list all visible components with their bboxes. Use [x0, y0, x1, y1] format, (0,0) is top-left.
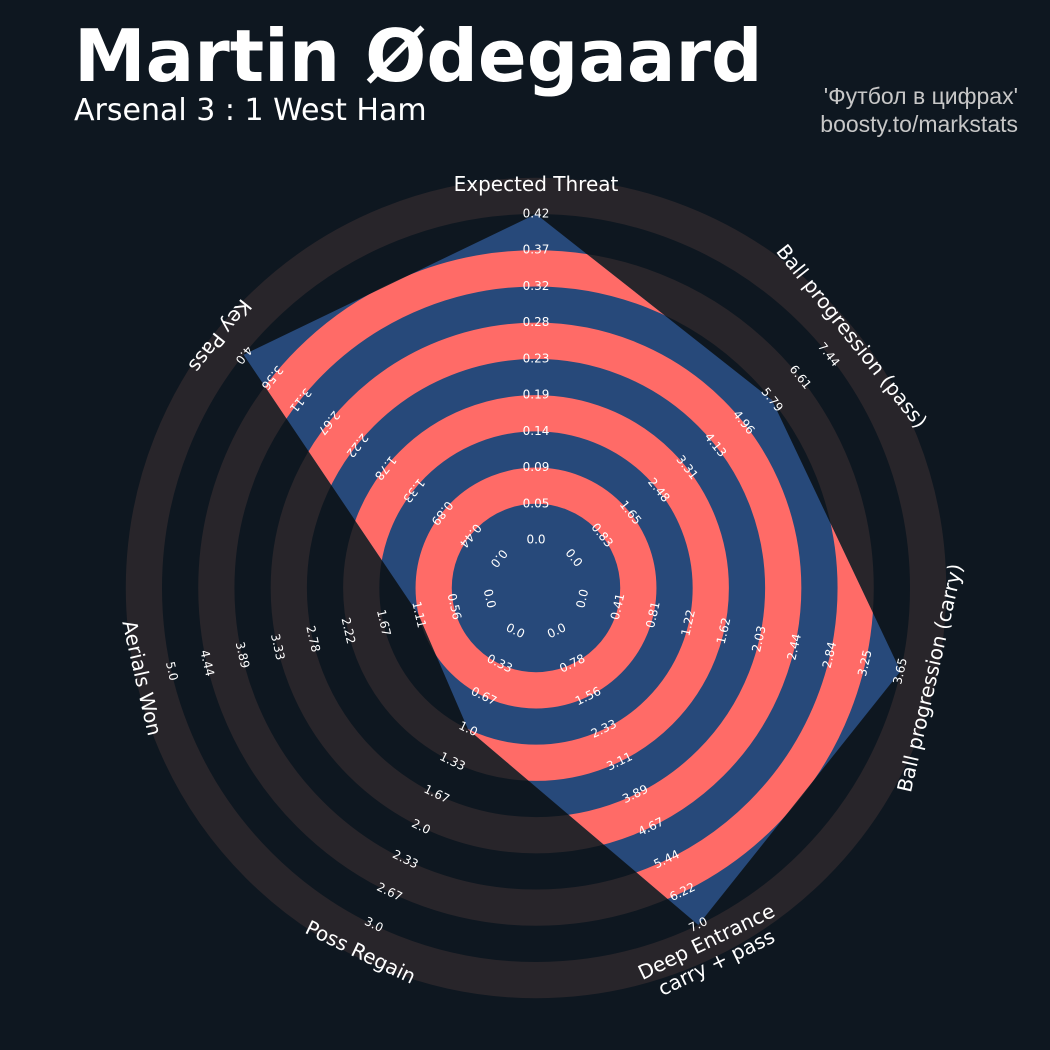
tick-label: 3.65 — [890, 657, 910, 686]
tick-label: 3.89 — [233, 640, 253, 669]
param-label: Expected Threat — [454, 172, 619, 196]
credit-line-2: boosty.to/markstats — [820, 111, 1018, 137]
background-ring — [125, 177, 947, 999]
tick-label: 0.28 — [523, 315, 550, 329]
tick-label: 0.0 — [573, 588, 591, 610]
tick-label: 2.44 — [784, 632, 804, 661]
tick-label: 0.81 — [643, 600, 663, 629]
tick-label: 1.62 — [714, 616, 734, 645]
tick-label: 1.22 — [678, 608, 698, 637]
match-subtitle: Arsenal 3 : 1 West Ham — [74, 93, 427, 128]
tick-label: 1.67 — [374, 608, 394, 637]
tick-label: 5.0 — [163, 660, 181, 682]
tick-label: 0.09 — [523, 460, 550, 474]
tick-label: 1.11 — [409, 600, 429, 629]
tick-label: 0.56 — [445, 592, 465, 621]
tick-label: 0.0 — [481, 588, 499, 610]
credit-line-1: 'Футбол в цифрах' — [823, 83, 1018, 109]
tick-label: 2.84 — [820, 640, 840, 669]
tick-label: 0.32 — [523, 279, 550, 293]
tick-label: 0.37 — [523, 243, 550, 257]
tick-label: 2.03 — [749, 624, 769, 653]
tick-label: 4.44 — [197, 649, 217, 678]
credit: 'Футбол в цифрах' boosty.to/markstats — [820, 82, 1018, 138]
page-title: Martin Ødegaard — [74, 14, 763, 98]
tick-label: 2.78 — [303, 624, 323, 653]
tick-label: 0.19 — [523, 388, 550, 402]
tick-label: 3.25 — [855, 649, 875, 678]
tick-label: 0.23 — [523, 351, 550, 365]
param-label: Deep Entrancecarry + pass — [634, 899, 788, 1006]
highlight-ring — [415, 467, 657, 709]
tick-label: 0.42 — [523, 207, 550, 221]
tick-label: 0.41 — [608, 592, 628, 621]
tick-label: 0.05 — [523, 496, 550, 510]
tick-label: 0.0 — [526, 533, 545, 547]
tick-label: 3.33 — [268, 632, 288, 661]
tick-label: 2.22 — [339, 616, 359, 645]
tick-label: 0.14 — [523, 424, 550, 438]
